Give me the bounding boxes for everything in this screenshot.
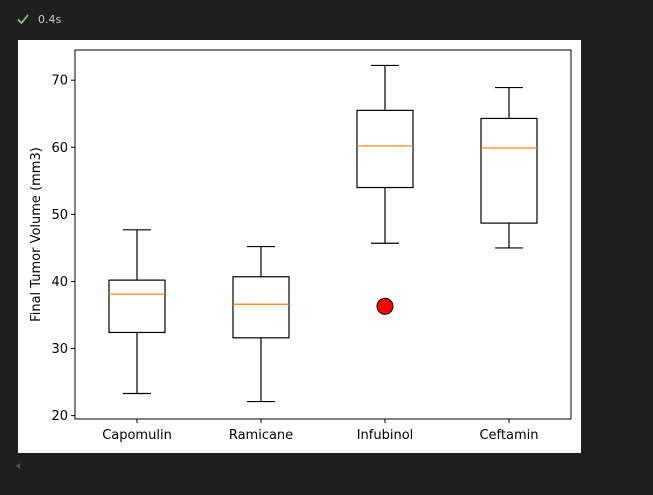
x-axis-ticks: Capomulin Ramicane Infubinol Ceftamin	[102, 419, 539, 443]
cell-output: 20 30 40 50 60 70 Capomulin Ramicane Infubinol C…	[0, 30, 653, 495]
iqr-box	[356, 109, 414, 189]
box-ceftamin	[480, 86, 538, 249]
x-tick-label: Ceftamin	[479, 428, 538, 443]
x-tick-label: Infubinol	[357, 428, 414, 443]
y-tick-label: 50	[51, 208, 68, 223]
notebook-cell-header: 0.4s	[0, 0, 653, 31]
box-ramicane	[232, 245, 290, 403]
y-tick-label: 70	[51, 74, 68, 89]
y-tick-label: 40	[51, 275, 68, 290]
iqr-box	[480, 117, 538, 224]
execution-time: 0.4s	[38, 12, 62, 26]
plot-output: 20 30 40 50 60 70 Capomulin Ramicane Infubinol C…	[18, 40, 581, 453]
axes-frame	[74, 49, 572, 420]
boxes-layer	[108, 64, 538, 403]
y-tick-label: 30	[51, 342, 68, 357]
outlier-point	[376, 297, 394, 315]
iqr-box	[108, 279, 166, 334]
y-tick-label: 60	[51, 141, 68, 156]
x-tick-label: Ramicane	[229, 428, 293, 443]
x-tick-label: Capomulin	[102, 428, 172, 443]
code-line-fragment	[24, 0, 144, 2]
iqr-box	[232, 276, 290, 339]
check-icon	[17, 14, 29, 25]
y-tick-label: 20	[51, 409, 68, 424]
execution-status: 0.4s	[16, 11, 61, 27]
scroll-left-icon[interactable]	[14, 461, 24, 471]
y-axis-label: Final Tumor Volume (mm3)	[29, 147, 44, 322]
y-axis-ticks: 20 30 40 50 60 70	[51, 74, 75, 424]
box-capomulin	[108, 229, 166, 395]
box-infubinol	[356, 64, 414, 315]
